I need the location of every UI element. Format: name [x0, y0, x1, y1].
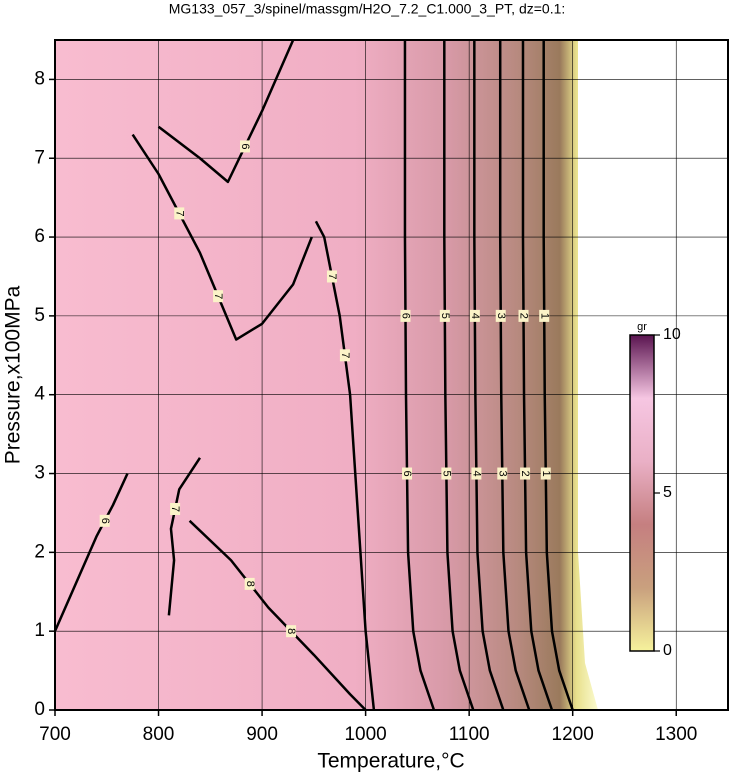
contour-label-bg	[471, 467, 482, 480]
contour-label-bg	[518, 309, 529, 322]
contour-label-bg	[99, 514, 110, 527]
contour-label-bg	[244, 577, 255, 590]
contour-label: 6	[239, 143, 251, 149]
contour-label: 6	[400, 313, 412, 319]
contour-line	[53, 473, 129, 632]
contour-label: 7	[326, 273, 338, 279]
contours: 6 6 5 5 4 4 3 3 2 2 1 1 7 7 8 8 6 7 7 6 7	[53, 39, 574, 711]
plot-frame	[54, 39, 729, 711]
contour-label: 6	[99, 518, 111, 524]
contour-line	[314, 220, 376, 711]
contour-label: 1	[538, 313, 550, 319]
contour-label-bg	[439, 309, 450, 322]
contour-label-bg	[174, 207, 185, 220]
contour-label: 8	[285, 628, 297, 634]
chart-title: MG133_057_3/spinel/massgm/H2O_7.2_C1.000…	[169, 1, 566, 17]
contour-label: 7	[173, 210, 185, 216]
y-axis-label: Pressure,x100MPa	[2, 285, 25, 464]
contour-line	[473, 40, 505, 711]
colorbar-tick-label: 10	[663, 326, 681, 343]
contour-label-bg	[540, 467, 551, 480]
x-axis-label: Temperature,°C	[317, 750, 464, 773]
x-tick-label: 1300	[655, 724, 697, 745]
y-tick-label: 1	[34, 620, 45, 641]
contour-label-bg	[469, 309, 480, 322]
contour-label: 5	[439, 313, 451, 319]
colorbar-label: gr	[637, 321, 647, 333]
colorbar: gr 0 5 10	[629, 321, 681, 659]
contour-label-bg	[286, 625, 297, 638]
contour-label: 7	[212, 293, 224, 299]
contour-label-bg	[497, 467, 508, 480]
y-tick-label: 4	[34, 384, 45, 405]
contour-label: 1	[540, 470, 552, 476]
contour-label-bg	[495, 309, 506, 322]
colorbar-tick-label: 0	[663, 642, 672, 659]
contour-line	[542, 40, 574, 711]
contour-label-bg	[326, 270, 337, 283]
contour-line	[498, 40, 531, 711]
x-tick-label: 800	[143, 724, 175, 745]
contour-label: 5	[440, 470, 452, 476]
contour-line	[167, 457, 201, 616]
contour-line	[157, 39, 295, 184]
contour-label-bg	[441, 467, 452, 480]
x-tick-label: 1100	[449, 724, 490, 745]
contour-label: 6	[401, 470, 413, 476]
contour-line	[403, 40, 436, 711]
contour-label: 4	[469, 313, 481, 319]
x-tick-label: 1200	[552, 724, 594, 745]
contour-label-bg	[400, 309, 411, 322]
x-tick-label: 1000	[344, 724, 386, 745]
contour-label-bg	[239, 140, 250, 153]
contour-label: 7	[339, 352, 351, 358]
contour-label: 8	[244, 581, 256, 587]
y-tick-label: 0	[34, 699, 45, 720]
x-tick-label: 700	[39, 724, 71, 745]
contour-label: 7	[169, 506, 181, 512]
contour-label-bg	[539, 309, 550, 322]
contour-label: 2	[519, 470, 531, 476]
contour-label: 3	[495, 313, 507, 319]
y-tick-label: 2	[34, 541, 45, 562]
y-tick-label: 6	[34, 226, 45, 247]
contour-label: 2	[518, 313, 530, 319]
colorbar-tick-label: 5	[663, 484, 672, 501]
contour-label-bg	[402, 467, 413, 480]
contour-line	[521, 40, 554, 711]
contour-line	[443, 40, 475, 711]
field-fill	[55, 40, 598, 710]
contour-line	[131, 133, 313, 341]
x-tick-label: 900	[246, 724, 278, 745]
contour-label-bg	[170, 503, 181, 515]
contour-label-bg	[213, 290, 224, 303]
contour-label-bg	[520, 467, 531, 480]
y-tick-label: 5	[34, 305, 45, 326]
y-tick-label: 7	[34, 147, 45, 168]
colorbar-bar	[629, 334, 655, 652]
contour-label: 4	[470, 470, 482, 476]
y-tick-label: 8	[34, 68, 45, 89]
contour-label: 3	[496, 470, 508, 476]
y-tick-label: 3	[34, 463, 45, 484]
contour-label-bg	[339, 349, 350, 362]
